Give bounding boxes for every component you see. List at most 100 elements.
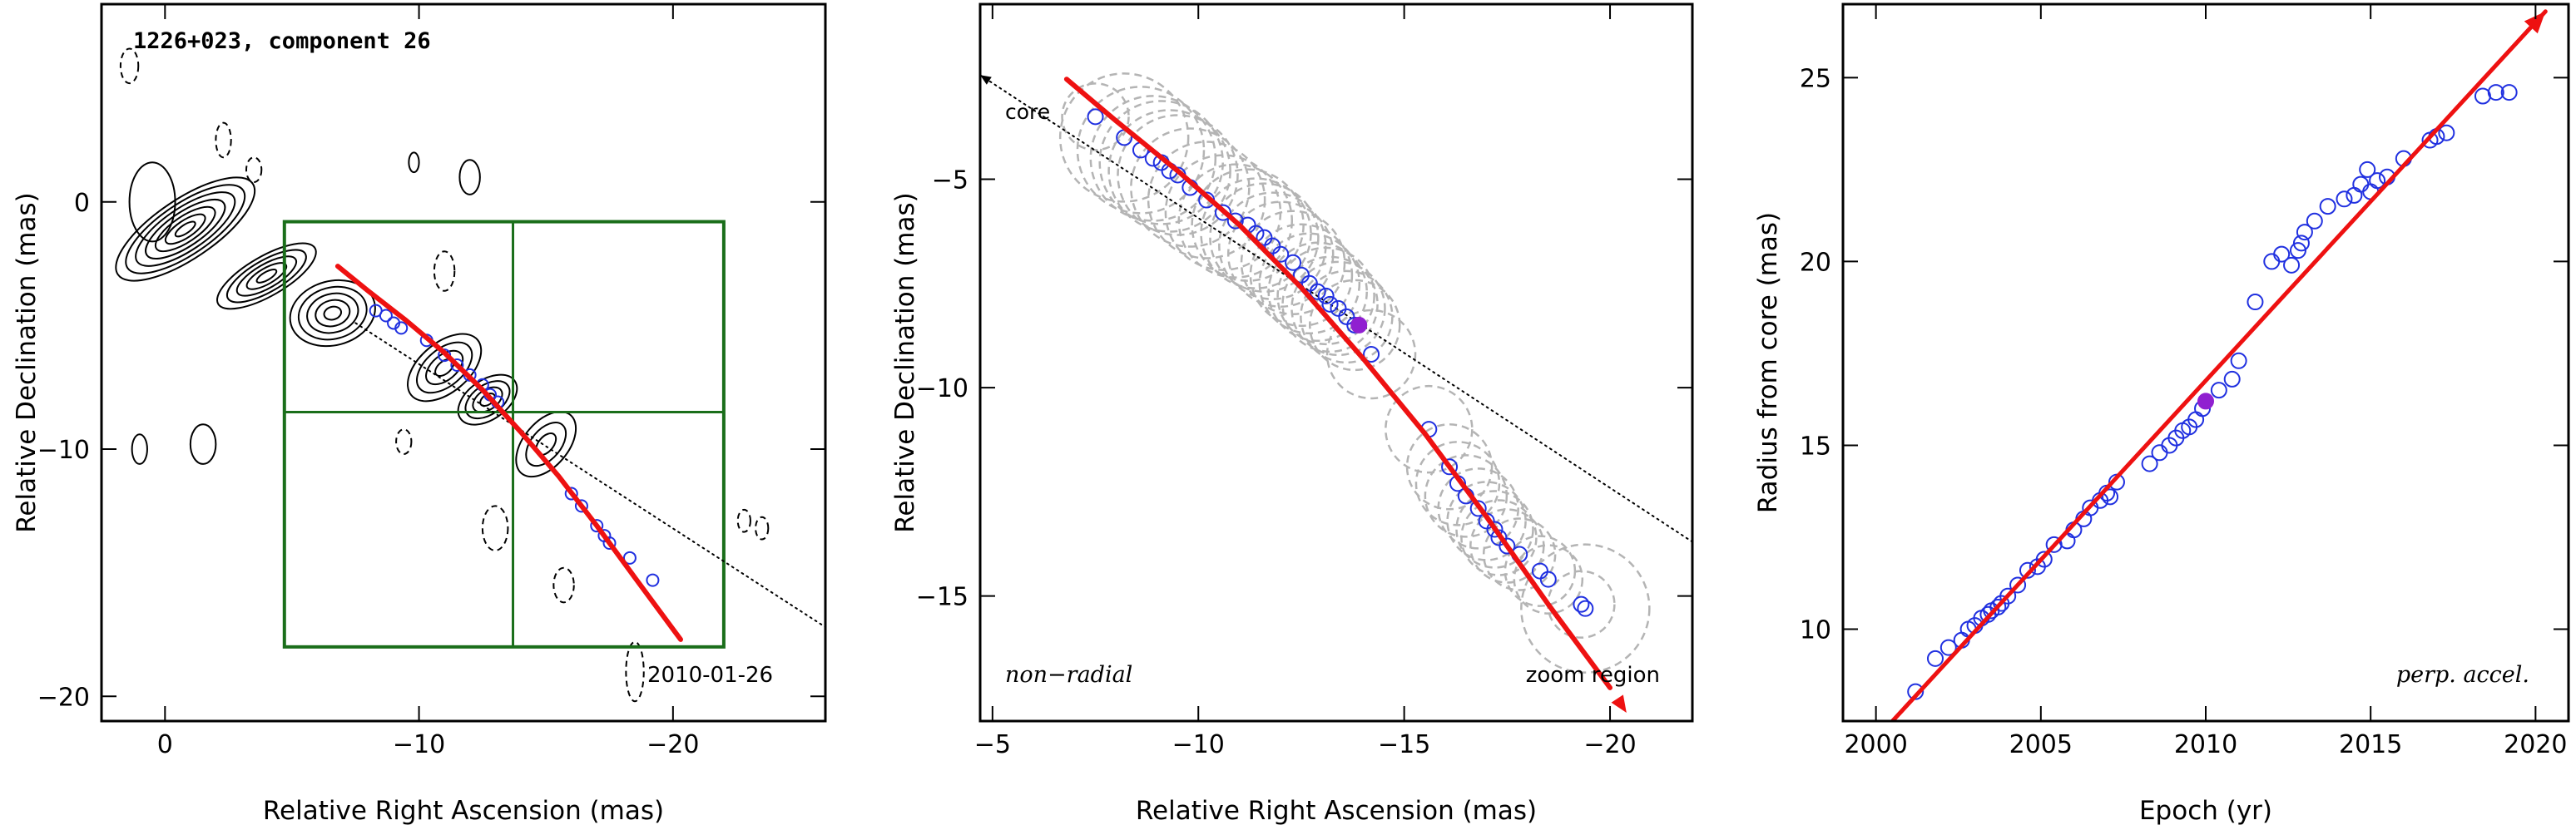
position-point xyxy=(1317,287,1335,304)
uncertainty-halo xyxy=(1385,384,1474,474)
fit-curve xyxy=(334,264,683,642)
uncertainty-halo xyxy=(1482,517,1557,591)
radius-point xyxy=(2336,190,2353,208)
radius-point xyxy=(2009,576,2027,594)
plot-frame xyxy=(978,2,1694,723)
x-tick-label: 2020 xyxy=(2504,730,2567,759)
position-point xyxy=(590,519,604,533)
radius-point xyxy=(2296,224,2313,241)
uncertainty-halo xyxy=(1446,481,1527,561)
perp-accel-label: perp. accel. xyxy=(2396,662,2529,688)
y-tick-label: −5 xyxy=(932,166,968,195)
position-point xyxy=(1499,537,1516,555)
contour-line xyxy=(131,433,148,465)
position-point xyxy=(1469,500,1487,517)
zoom-box-frame xyxy=(282,220,726,649)
x-tick-label: −5 xyxy=(974,730,1011,759)
radius-point xyxy=(2035,551,2053,568)
radius-point xyxy=(2019,561,2036,579)
contour-line xyxy=(255,269,278,284)
panel-contour-map: 0 −10 −20 0 −10 −20 1226+023, component 26 20… xyxy=(12,2,827,826)
position-point xyxy=(646,573,660,587)
uncertainty-halo xyxy=(1226,200,1335,308)
uncertainty-halo xyxy=(1437,467,1519,550)
radius-point xyxy=(1939,639,1957,656)
radius-point xyxy=(2487,84,2504,101)
contour-line xyxy=(425,349,464,386)
core-direction-line xyxy=(354,322,825,628)
y-axis-label: Radius from core (mas) xyxy=(1753,212,1783,513)
radius-point xyxy=(2346,186,2363,204)
uncertainty-halo xyxy=(1520,543,1651,674)
uncertainty-halo xyxy=(1281,255,1379,353)
contour-line xyxy=(115,176,256,282)
position-point xyxy=(1363,345,1380,363)
y-tick-label: −15 xyxy=(916,583,968,612)
x-tick-label: 2015 xyxy=(2339,730,2402,759)
uncertainty-halo xyxy=(1460,499,1538,576)
highlight-point xyxy=(1350,316,1368,334)
position-point xyxy=(1285,254,1302,271)
contour-line xyxy=(289,279,376,348)
uncertainty-halo xyxy=(1177,163,1294,279)
negative-contour xyxy=(625,640,645,703)
axis-ticks: −5 −10 −15 −20 −5 −10 −15 xyxy=(916,4,1692,759)
y-tick-label: 15 xyxy=(1800,432,1831,461)
plot-frame xyxy=(1841,2,2570,723)
fit-arrowhead xyxy=(1611,694,1627,713)
x-tick-label: −10 xyxy=(1172,730,1225,759)
y-tick-label: 25 xyxy=(1800,64,1831,93)
y-axis-label: Relative Declination (mas) xyxy=(12,192,42,533)
negative-contour xyxy=(119,47,140,85)
contour-line xyxy=(407,333,483,403)
contour-line xyxy=(215,242,317,310)
uncertainty-halo xyxy=(1300,269,1394,364)
uncertainty-halo xyxy=(1117,114,1239,236)
uncertainty-halo xyxy=(1276,246,1375,346)
x-tick-label: −20 xyxy=(1583,730,1636,759)
radius-points xyxy=(1890,9,2548,721)
position-point xyxy=(1321,295,1339,313)
uncertainty-halo xyxy=(1130,127,1251,248)
panel-radius-vs-epoch: 2000 2005 2010 2015 2020 10 15 20 25 perp. accel… xyxy=(1753,2,2570,826)
radius-point xyxy=(2263,253,2281,270)
contour-line xyxy=(515,410,577,478)
radius-point xyxy=(2151,444,2168,462)
component-positions xyxy=(980,74,1692,713)
zoom-region-label: zoom region xyxy=(1526,663,1660,688)
radius-point xyxy=(2210,382,2227,399)
x-axis-label: Epoch (yr) xyxy=(2139,796,2272,826)
x-tick-label: −20 xyxy=(646,730,699,759)
core-arrow xyxy=(980,75,992,85)
uncertainty-halo xyxy=(1218,191,1327,300)
radius-point xyxy=(1907,683,1925,700)
axis-ticks: 0 −10 −20 0 −10 −20 xyxy=(37,4,825,759)
radius-point xyxy=(1999,587,2017,605)
position-point xyxy=(622,551,637,565)
uncertainty-halo xyxy=(1267,241,1368,343)
uncertainty-halo xyxy=(1325,309,1417,400)
radius-point xyxy=(2273,245,2291,263)
fit-line xyxy=(1890,9,2548,721)
negative-contour xyxy=(395,428,413,455)
panel-zoom: −5 −10 −15 −20 −5 −10 −15 core non−radial zoom… xyxy=(890,2,1694,826)
position-point xyxy=(602,536,617,550)
position-point xyxy=(1441,458,1459,476)
radius-point xyxy=(2438,124,2455,141)
position-point xyxy=(1573,595,1590,613)
position-point xyxy=(394,321,409,335)
radius-point xyxy=(2500,84,2518,101)
contour-line xyxy=(135,191,236,267)
contour-line xyxy=(297,285,368,341)
uncertainty-halo xyxy=(1147,141,1266,259)
position-point xyxy=(1272,245,1290,263)
contour-line xyxy=(306,292,359,334)
uncertainty-halo xyxy=(1414,441,1501,526)
x-axis-label: Relative Right Ascension (mas) xyxy=(1136,796,1537,826)
position-point xyxy=(574,499,588,513)
x-tick-label: −10 xyxy=(393,730,445,759)
contour-line xyxy=(154,205,216,253)
chart-title: 1226+023, component 26 xyxy=(133,28,431,54)
negative-contour xyxy=(481,505,509,551)
